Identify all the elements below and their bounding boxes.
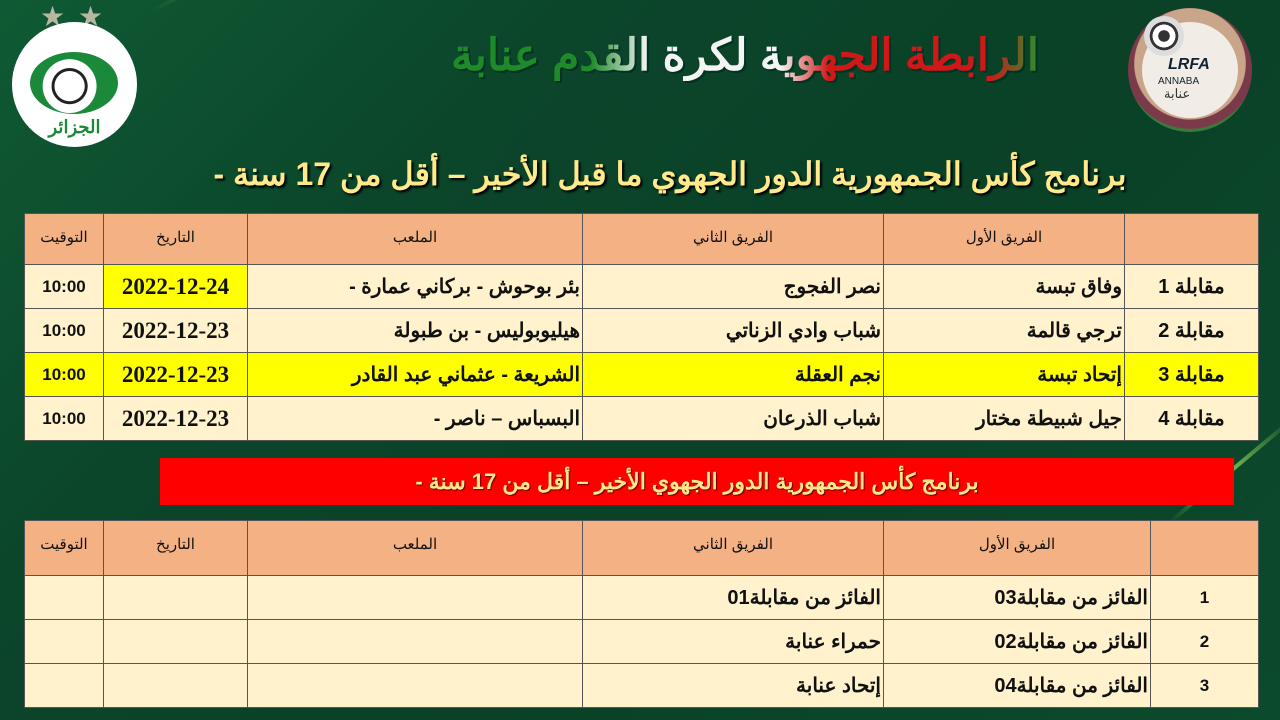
cell-date: 2022-12-23 [103, 352, 248, 397]
cell-time: 10:00 [24, 396, 104, 441]
football-icon [1144, 16, 1184, 56]
cell-team2: حمراء عنابة [582, 619, 884, 664]
section-title-semifinal: برنامج كأس الجمهورية الدور الجهوي ما قبل… [213, 156, 1127, 192]
section-banner-final: برنامج كأس الجمهورية الدور الجهوي الأخير… [160, 458, 1234, 505]
cell-match: مقابلة 4 [1124, 396, 1259, 441]
cell-stadium: بئر بوحوش - بركاني عمارة - [247, 264, 583, 309]
cell-stadium [247, 663, 583, 708]
cell-stadium: البسباس – ناصر - [247, 396, 583, 441]
cell-match: 2 [1150, 619, 1259, 664]
header-time: التوقيت [24, 520, 104, 576]
cell-time: 10:00 [24, 352, 104, 397]
cell-date: 2022-12-23 [103, 308, 248, 353]
cell-date [103, 663, 248, 708]
cell-time [24, 575, 104, 620]
algeria-federation-logo: الجزائر [12, 22, 137, 147]
logo-right-text: LRFA [1168, 56, 1210, 73]
cell-stadium [247, 575, 583, 620]
logo-right-arabic: عنابة [1164, 86, 1191, 101]
lrfa-annaba-logo: LRFA ANNABA عنابة [1128, 8, 1252, 132]
page-title: الرابطة الجهوية لكرة القدم عنابة [395, 30, 1095, 81]
cell-team2: شباب الذرعان [582, 396, 884, 441]
table-header-row: الفريق الأول الفريق الثاني الملعب التاريخ ال… [24, 213, 1259, 265]
cell-date: 2022-12-24 [103, 264, 248, 309]
cell-stadium: الشريعة - عثماني عبد القادر [247, 352, 583, 397]
cell-stadium: هيليوبوليس - بن طبولة [247, 308, 583, 353]
header-team2: الفريق الثاني [582, 520, 884, 576]
table-row: 2 الفائز من مقابلة02 حمراء عنابة [24, 619, 1259, 664]
header-team1: الفريق الأول [883, 213, 1125, 265]
header-team1: الفريق الأول [883, 520, 1151, 576]
cell-date: 2022-12-23 [103, 396, 248, 441]
cell-match: مقابلة 3 [1124, 352, 1259, 397]
cell-team2: شباب وادي الزناتي [582, 308, 884, 353]
table-row: 3 الفائز من مقابلة04 إتحاد عنابة [24, 663, 1259, 708]
cell-team2: الفائز من مقابلة01 [582, 575, 884, 620]
header-team2: الفريق الثاني [582, 213, 884, 265]
table-row: مقابلة 4 جيل شبيطة مختار شباب الذرعان البسب… [24, 396, 1259, 441]
cell-team2: إتحاد عنابة [582, 663, 884, 708]
header-stadium: الملعب [247, 520, 583, 576]
cell-time [24, 619, 104, 664]
header-date: التاريخ [103, 213, 248, 265]
cell-time: 10:00 [24, 308, 104, 353]
cell-team1: الفائز من مقابلة04 [883, 663, 1151, 708]
cell-team1: ترجي قالمة [883, 308, 1125, 353]
cell-team1: إتحاد تبسة [883, 352, 1125, 397]
cell-date [103, 575, 248, 620]
header-stadium: الملعب [247, 213, 583, 265]
cell-date [103, 619, 248, 664]
cell-time: 10:00 [24, 264, 104, 309]
table-row: 1 الفائز من مقابلة03 الفائز من مقابلة01 [24, 575, 1259, 620]
cell-time [24, 663, 104, 708]
cell-match: مقابلة 2 [1124, 308, 1259, 353]
cell-stadium [247, 619, 583, 664]
cell-match: مقابلة 1 [1124, 264, 1259, 309]
header-match [1124, 213, 1259, 265]
cell-team2: نصر الفجوج [582, 264, 884, 309]
cell-team2: نجم العقلة [582, 352, 884, 397]
cell-team1: الفائز من مقابلة03 [883, 575, 1151, 620]
cell-match: 3 [1150, 663, 1259, 708]
faf-emblem-icon [30, 52, 118, 114]
table-header-row: الفريق الأول الفريق الثاني الملعب التاريخ ال… [24, 520, 1259, 576]
header-match [1150, 520, 1259, 576]
header-date: التاريخ [103, 520, 248, 576]
cell-match: 1 [1150, 575, 1259, 620]
schedule-table-final: الفريق الأول الفريق الثاني الملعب التاريخ ال… [24, 520, 1259, 708]
cell-team1: وفاق تبسة [883, 264, 1125, 309]
header-time: التوقيت [24, 213, 104, 265]
logo-right-city: ANNABA [1158, 76, 1200, 87]
logo-left-text: الجزائر [48, 117, 101, 137]
table-row: مقابلة 1 وفاق تبسة نصر الفجوج بئر بوحوش - ب… [24, 264, 1259, 309]
schedule-table-semifinal: الفريق الأول الفريق الثاني الملعب التاريخ ال… [24, 213, 1259, 441]
table-row: مقابلة 2 ترجي قالمة شباب وادي الزناتي هيليو… [24, 308, 1259, 353]
table-row: مقابلة 3 إتحاد تبسة نجم العقلة الشريعة - عث… [24, 352, 1259, 397]
cell-team1: جيل شبيطة مختار [883, 396, 1125, 441]
cell-team1: الفائز من مقابلة02 [883, 619, 1151, 664]
